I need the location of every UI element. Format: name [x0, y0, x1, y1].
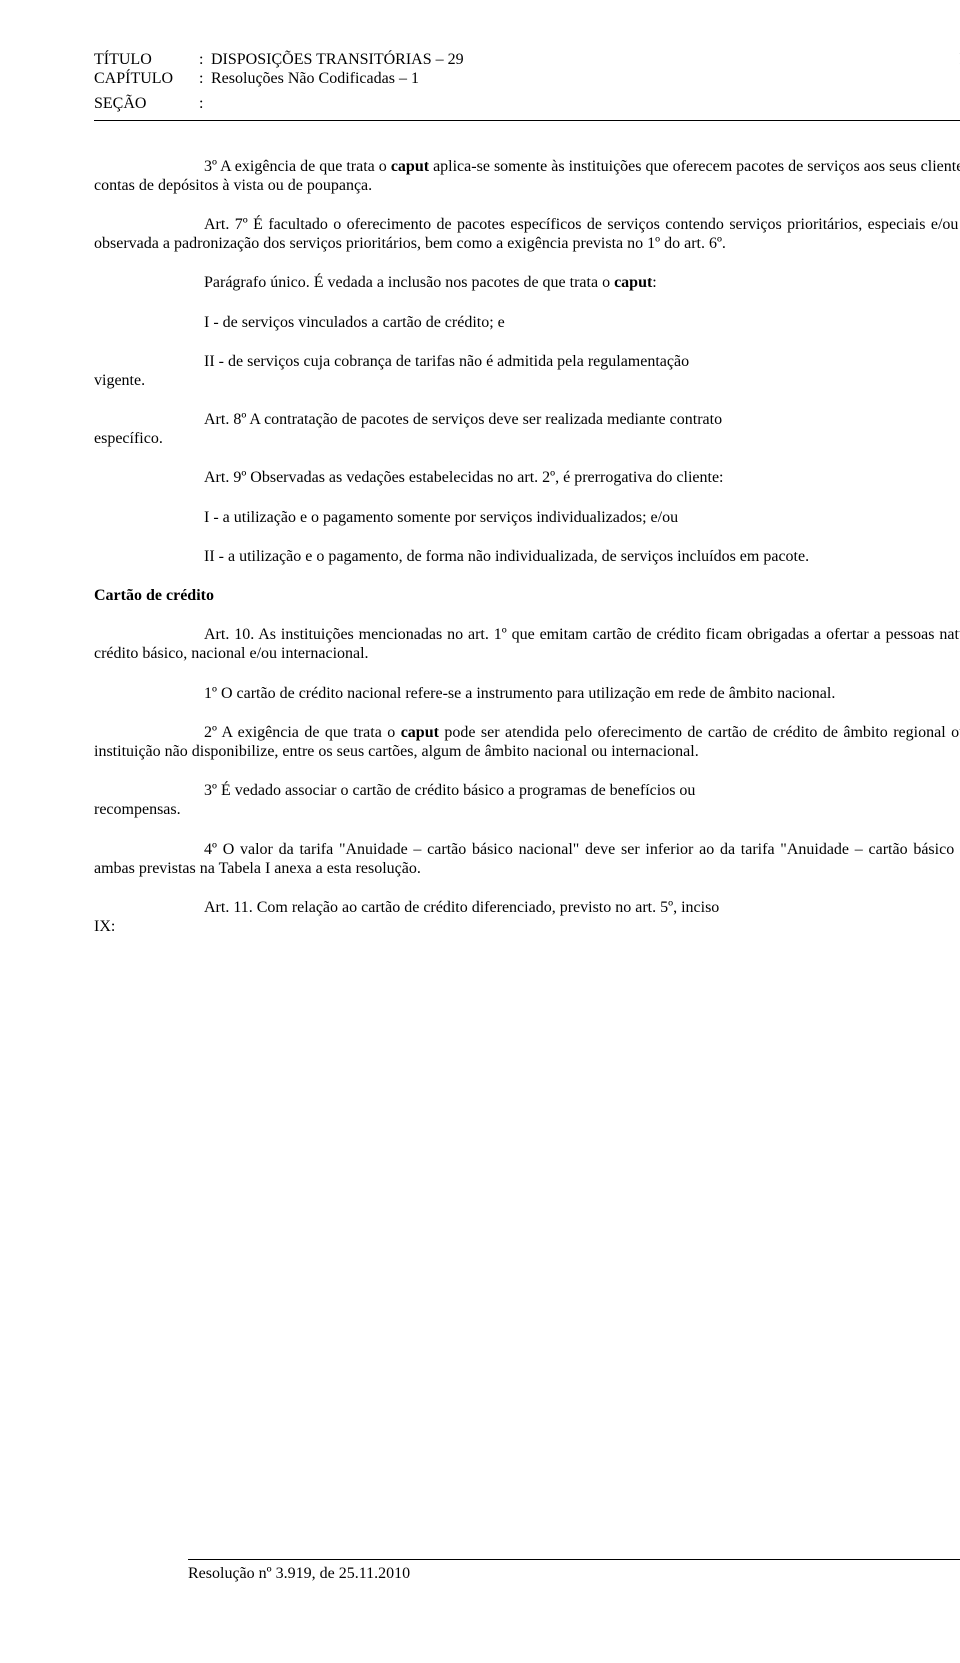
para-4o: 4º O valor da tarifa "Anuidade – cartão …: [94, 840, 960, 878]
para-pu: Parágrafo único. É vedada a inclusão nos…: [94, 273, 960, 292]
para-i1: I - de serviços vinculados a cartão de c…: [94, 313, 960, 332]
colon: :: [199, 50, 211, 69]
para-i2: I - a utilização e o pagamento somente p…: [94, 508, 960, 527]
secao-label: SEÇÃO: [94, 94, 199, 113]
header-rule: [94, 120, 960, 121]
capitulo-value: Resoluções Não Codificadas – 1: [211, 69, 419, 88]
text-bold: caput: [614, 274, 652, 291]
para-art11: Art. 11. Com relação ao cartão de crédit…: [94, 898, 960, 936]
para-art10: Art. 10. As instituições mencionadas no …: [94, 625, 960, 663]
titulo-value: DISPOSIÇÕES TRANSITÓRIAS – 29: [211, 50, 464, 69]
text-lead: vigente.: [94, 371, 960, 390]
text: 2º A exigência de que trata o: [204, 724, 401, 741]
text: Art. 11. Com relação ao cartão de crédit…: [94, 898, 960, 917]
header-row-capitulo: CAPÍTULO : Resoluções Não Codificadas – …: [94, 69, 960, 88]
body-content: 3º A exigência de que trata o caput apli…: [94, 157, 960, 937]
text: 3º É vedado associar o cartão de crédito…: [94, 781, 960, 800]
para-ii2: II - a utilização e o pagamento, de form…: [94, 547, 960, 566]
footer-rule: [188, 1559, 960, 1560]
para-3: 3º A exigência de que trata o caput apli…: [94, 157, 960, 195]
text-lead: recompensas.: [94, 800, 960, 819]
capitulo-label: CAPÍTULO: [94, 69, 199, 88]
section-heading-cartao: Cartão de crédito: [94, 586, 960, 605]
page-header: TÍTULO : DISPOSIÇÕES TRANSITÓRIAS – 29 P…: [94, 50, 960, 114]
page-footer: Resolução nº 3.919, de 25.11.2010: [188, 1559, 960, 1583]
para-art9: Art. 9º Observadas as vedações estabelec…: [94, 468, 960, 487]
text-lead: específico.: [94, 429, 960, 448]
para-art7: Art. 7º É facultado o oferecimento de pa…: [94, 215, 960, 253]
text-bold: caput: [401, 724, 439, 741]
text: Art. 8º A contratação de pacotes de serv…: [94, 410, 960, 429]
text-lead: IX:: [94, 917, 960, 936]
header-row-secao: SEÇÃO :: [94, 94, 960, 113]
footer-text: Resolução nº 3.919, de 25.11.2010: [188, 1564, 960, 1583]
para-2o: 2º A exigência de que trata o caput pode…: [94, 723, 960, 761]
text: 3º A exigência de que trata o: [204, 158, 391, 175]
text: Parágrafo único. É vedada a inclusão nos…: [204, 274, 614, 291]
para-1o: 1º O cartão de crédito nacional refere-s…: [94, 684, 960, 703]
text: :: [652, 274, 656, 291]
colon: :: [199, 94, 211, 113]
text-bold: caput: [391, 158, 429, 175]
para-3o: 3º É vedado associar o cartão de crédito…: [94, 781, 960, 819]
text: II - de serviços cuja cobrança de tarifa…: [94, 352, 960, 371]
para-art8: Art. 8º A contratação de pacotes de serv…: [94, 410, 960, 448]
colon: :: [199, 69, 211, 88]
header-row-titulo: TÍTULO : DISPOSIÇÕES TRANSITÓRIAS – 29 P…: [94, 50, 960, 69]
titulo-label: TÍTULO: [94, 50, 199, 69]
para-ii1: II - de serviços cuja cobrança de tarifa…: [94, 352, 960, 390]
